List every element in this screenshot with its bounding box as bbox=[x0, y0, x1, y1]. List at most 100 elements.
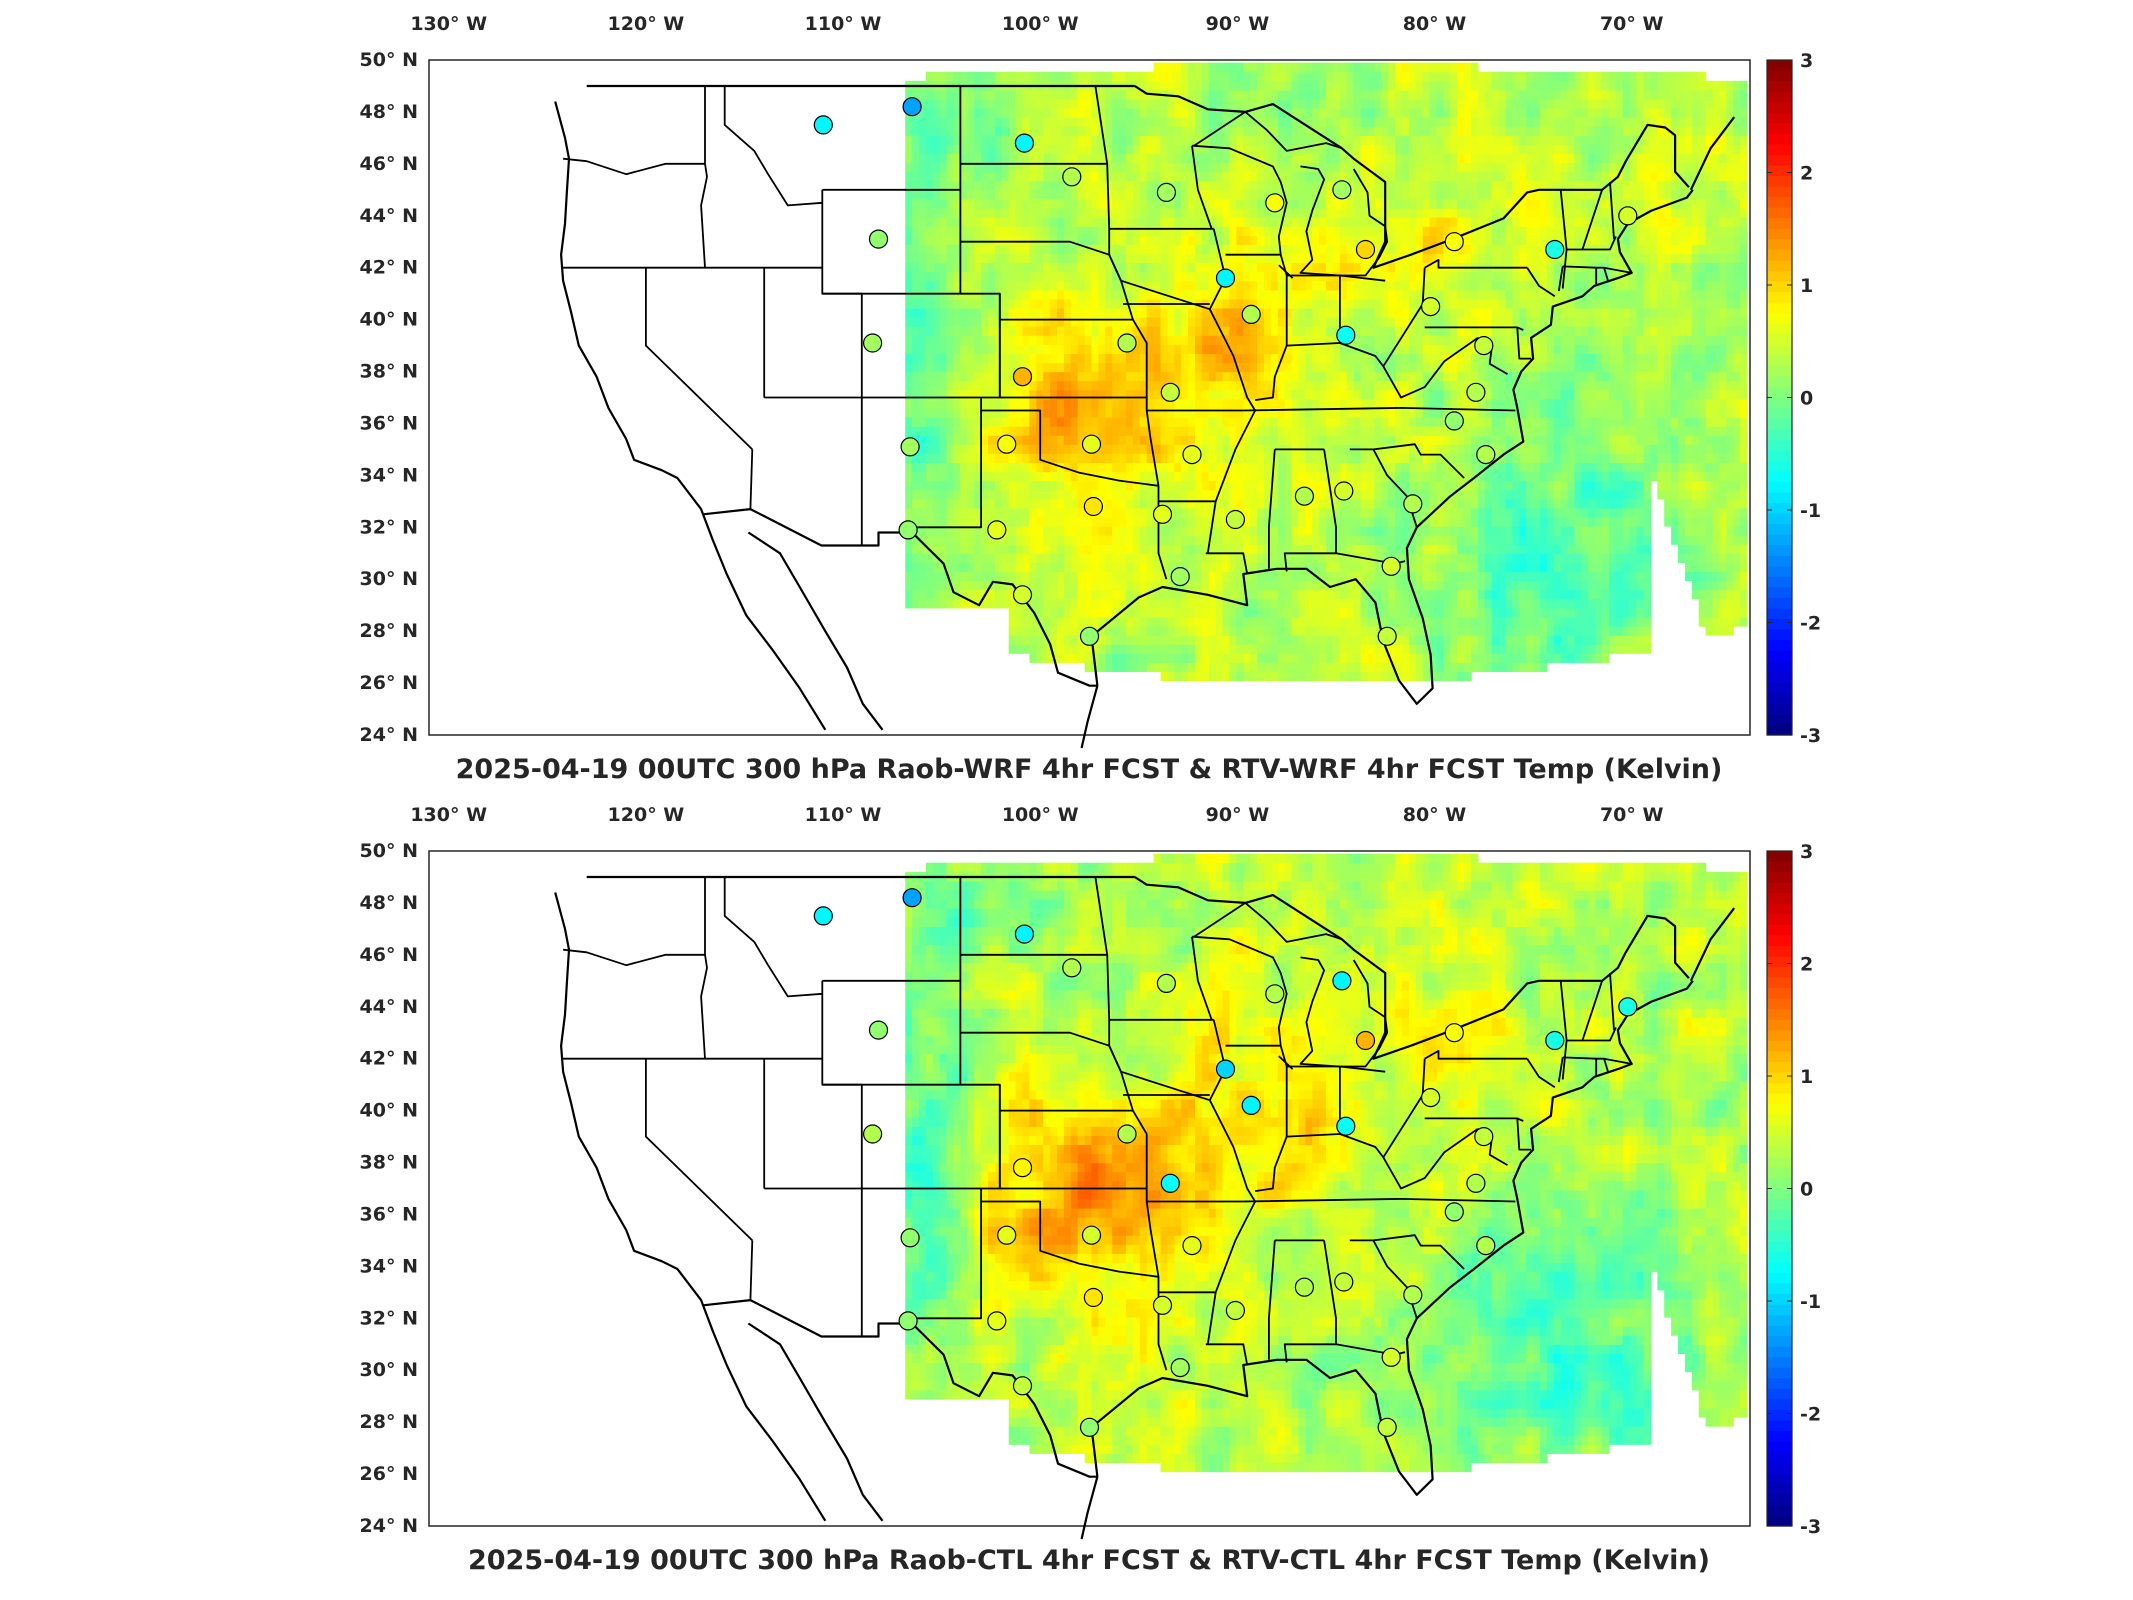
panel-bottom-state-border-35 bbox=[1254, 1066, 1288, 1192]
panel-bottom-state-border-15 bbox=[960, 1031, 1110, 1047]
panel-bottom-station-marker-16 bbox=[1336, 1116, 1356, 1136]
panel-top-lat-label-10: 30° N bbox=[360, 568, 418, 590]
panel-top-station-marker-10 bbox=[1444, 232, 1464, 252]
panel-bottom-station-marker-5 bbox=[868, 1020, 889, 1040]
panel-top-station-marker-2 bbox=[1014, 133, 1035, 153]
panel-bottom-station-marker-19 bbox=[1012, 1158, 1033, 1178]
panel-bottom-station-marker-25 bbox=[1182, 1235, 1202, 1256]
panel-bottom-state-border-56 bbox=[1244, 902, 1343, 943]
panel-top-station-marker-37 bbox=[1079, 626, 1100, 646]
panel-bottom-station-marker-24 bbox=[1081, 1225, 1102, 1245]
panel-top-station-marker-6 bbox=[1265, 193, 1285, 213]
panel-bottom-map: 130° W 120° W 110° W 100° W 90° W 80° W 70° W … bbox=[360, 804, 1822, 1576]
panel-top-station-marker-28 bbox=[898, 520, 918, 540]
panel-top-station-marker-9 bbox=[1215, 268, 1236, 288]
panel-top-station-marker-5 bbox=[868, 229, 889, 249]
panel-top-station-marker-23 bbox=[997, 434, 1017, 454]
panel-top-state-border-57 bbox=[1193, 111, 1246, 147]
panel-top-state-border-44 bbox=[1526, 267, 1556, 298]
panel-top-colorbar: 3 2 1 0 -1 -2 -3 bbox=[1766, 50, 1821, 747]
panel-top-country-border-2 bbox=[702, 508, 1098, 687]
panel-top-state-border-22 bbox=[1206, 228, 1256, 554]
panel-bottom-lat-label-11: 28° N bbox=[360, 1411, 418, 1433]
panel-top-station-marker-7 bbox=[1332, 180, 1352, 200]
panel-top-station-marker-21 bbox=[1466, 382, 1486, 402]
panel-top-station-marker-17 bbox=[1420, 297, 1441, 317]
panel-bottom-colorbar-tick-1: 2 bbox=[1800, 954, 1813, 976]
panel-top-state-border-51 bbox=[1582, 236, 1617, 251]
panel-bottom-state-border-21 bbox=[1108, 1045, 1211, 1102]
panel-bottom-latitude-labels: 50° N 48° N 46° N 44° N 42° N 40° N 38° N 36° N… bbox=[360, 840, 418, 1537]
panel-top-latitude-labels: 50° N 48° N 46° N 44° N 42° N 40° N 38° N 36° N… bbox=[360, 49, 418, 746]
panel-bottom-state-border-47 bbox=[1557, 1057, 1564, 1083]
panel-top-colorbar-tick-0: 3 bbox=[1800, 50, 1813, 72]
panel-bottom-station-marker-6 bbox=[1265, 984, 1285, 1004]
panel-bottom-state-border-27 bbox=[1205, 1343, 1249, 1366]
panel-top-station-marker-18 bbox=[1474, 336, 1494, 356]
panel-top-station-marker-24 bbox=[1081, 434, 1102, 454]
panel-bottom-coastline-1 bbox=[747, 1322, 884, 1522]
panel-bottom-station-marker-8 bbox=[1355, 1030, 1376, 1051]
panel-top-station-marker-32 bbox=[1225, 509, 1246, 530]
panel-bottom-colorbar-tick-4: -1 bbox=[1800, 1291, 1821, 1313]
panel-bottom-station-marker-9 bbox=[1215, 1059, 1236, 1079]
panel-top-lat-label-0: 50° N bbox=[360, 49, 418, 71]
panel-top-state-border-8 bbox=[723, 86, 823, 207]
panel-top-lon-label-2: 110° W bbox=[805, 13, 882, 35]
panel-top-state-border-33 bbox=[1349, 443, 1465, 479]
panel-top-state-border-40 bbox=[1424, 259, 1528, 269]
panel-bottom-state-border-16 bbox=[1094, 876, 1160, 1277]
panel-top-state-border-27 bbox=[1205, 552, 1249, 575]
panel-bottom-state-border-18 bbox=[981, 1200, 1159, 1278]
panel-top-lat-label-2: 46° N bbox=[360, 153, 418, 175]
panel-bottom-state-border-22 bbox=[1206, 1019, 1256, 1345]
panel-top-state-border-28 bbox=[1268, 449, 1276, 569]
panel-bottom-state-border-51 bbox=[1582, 1027, 1617, 1042]
panel-bottom-country-border-2 bbox=[702, 1299, 1098, 1478]
panel-top-station-marker-39 bbox=[1381, 556, 1401, 576]
panel-top-station-marker-33 bbox=[1294, 486, 1315, 506]
panel-bottom-station-marker-39 bbox=[1381, 1347, 1401, 1367]
panel-top-station-marker-20 bbox=[1160, 382, 1180, 402]
panel-top-state-border-6 bbox=[749, 449, 754, 510]
panel-bottom-station-marker-26 bbox=[1476, 1235, 1496, 1256]
panel-top-lat-label-9: 32° N bbox=[360, 516, 418, 538]
panel-bottom-station-marker-17 bbox=[1420, 1087, 1441, 1108]
panel-top-lat-label-1: 48° N bbox=[360, 101, 418, 123]
panel-top-lat-label-11: 28° N bbox=[360, 620, 418, 642]
panel-bottom-station-marker-14 bbox=[1117, 1124, 1137, 1144]
panel-bottom-station-marker-40 bbox=[1377, 1417, 1397, 1437]
panel-bottom-station-marker-27 bbox=[1444, 1202, 1464, 1222]
panel-top-lat-label-5: 40° N bbox=[360, 309, 418, 331]
panel-bottom-raob-stations bbox=[813, 888, 1638, 1437]
panel-top-lat-label-13: 24° N bbox=[360, 724, 418, 746]
panel-top-raob-stations bbox=[813, 97, 1638, 646]
panel-bottom-colorbar: 3 2 1 0 -1 -2 -3 bbox=[1766, 841, 1821, 1538]
panel-top-station-marker-27 bbox=[1444, 411, 1464, 431]
panel-bottom-state-border-49 bbox=[1603, 1058, 1609, 1072]
panel-top-colorbar-tick-5: -2 bbox=[1800, 613, 1821, 635]
panel-bottom-lat-label-12: 26° N bbox=[360, 1463, 418, 1485]
panel-top-coastline-3 bbox=[1080, 685, 1099, 749]
panel-top-state-border-49 bbox=[1603, 267, 1609, 281]
panel-top-station-marker-12 bbox=[1618, 206, 1638, 226]
panel-top-station-marker-35 bbox=[1403, 494, 1423, 514]
panel-bottom-lon-label-6: 70° W bbox=[1600, 804, 1664, 826]
panel-bottom-state-border-20 bbox=[1191, 936, 1213, 1021]
panel-top-lat-label-8: 34° N bbox=[360, 464, 418, 486]
panel-top-station-marker-31 bbox=[1152, 504, 1173, 524]
panel-top-station-marker-36 bbox=[1012, 585, 1033, 605]
panel-top-state-border-17 bbox=[998, 319, 1147, 399]
panel-top-colorbar-tick-1: 2 bbox=[1800, 163, 1813, 185]
panel-top-lon-label-0: 130° W bbox=[410, 13, 487, 35]
panel-top-lon-label-3: 100° W bbox=[1002, 13, 1079, 35]
panel-bottom-station-marker-33 bbox=[1294, 1277, 1315, 1297]
panel-bottom-station-marker-34 bbox=[1334, 1272, 1354, 1292]
panel-top-station-marker-0 bbox=[813, 115, 833, 135]
panel-bottom-station-marker-11 bbox=[1545, 1030, 1565, 1051]
panel-top-state-border-18 bbox=[981, 409, 1159, 487]
panel-top-lon-label-4: 90° W bbox=[1206, 13, 1270, 35]
panel-top-lat-label-7: 36° N bbox=[360, 413, 418, 435]
